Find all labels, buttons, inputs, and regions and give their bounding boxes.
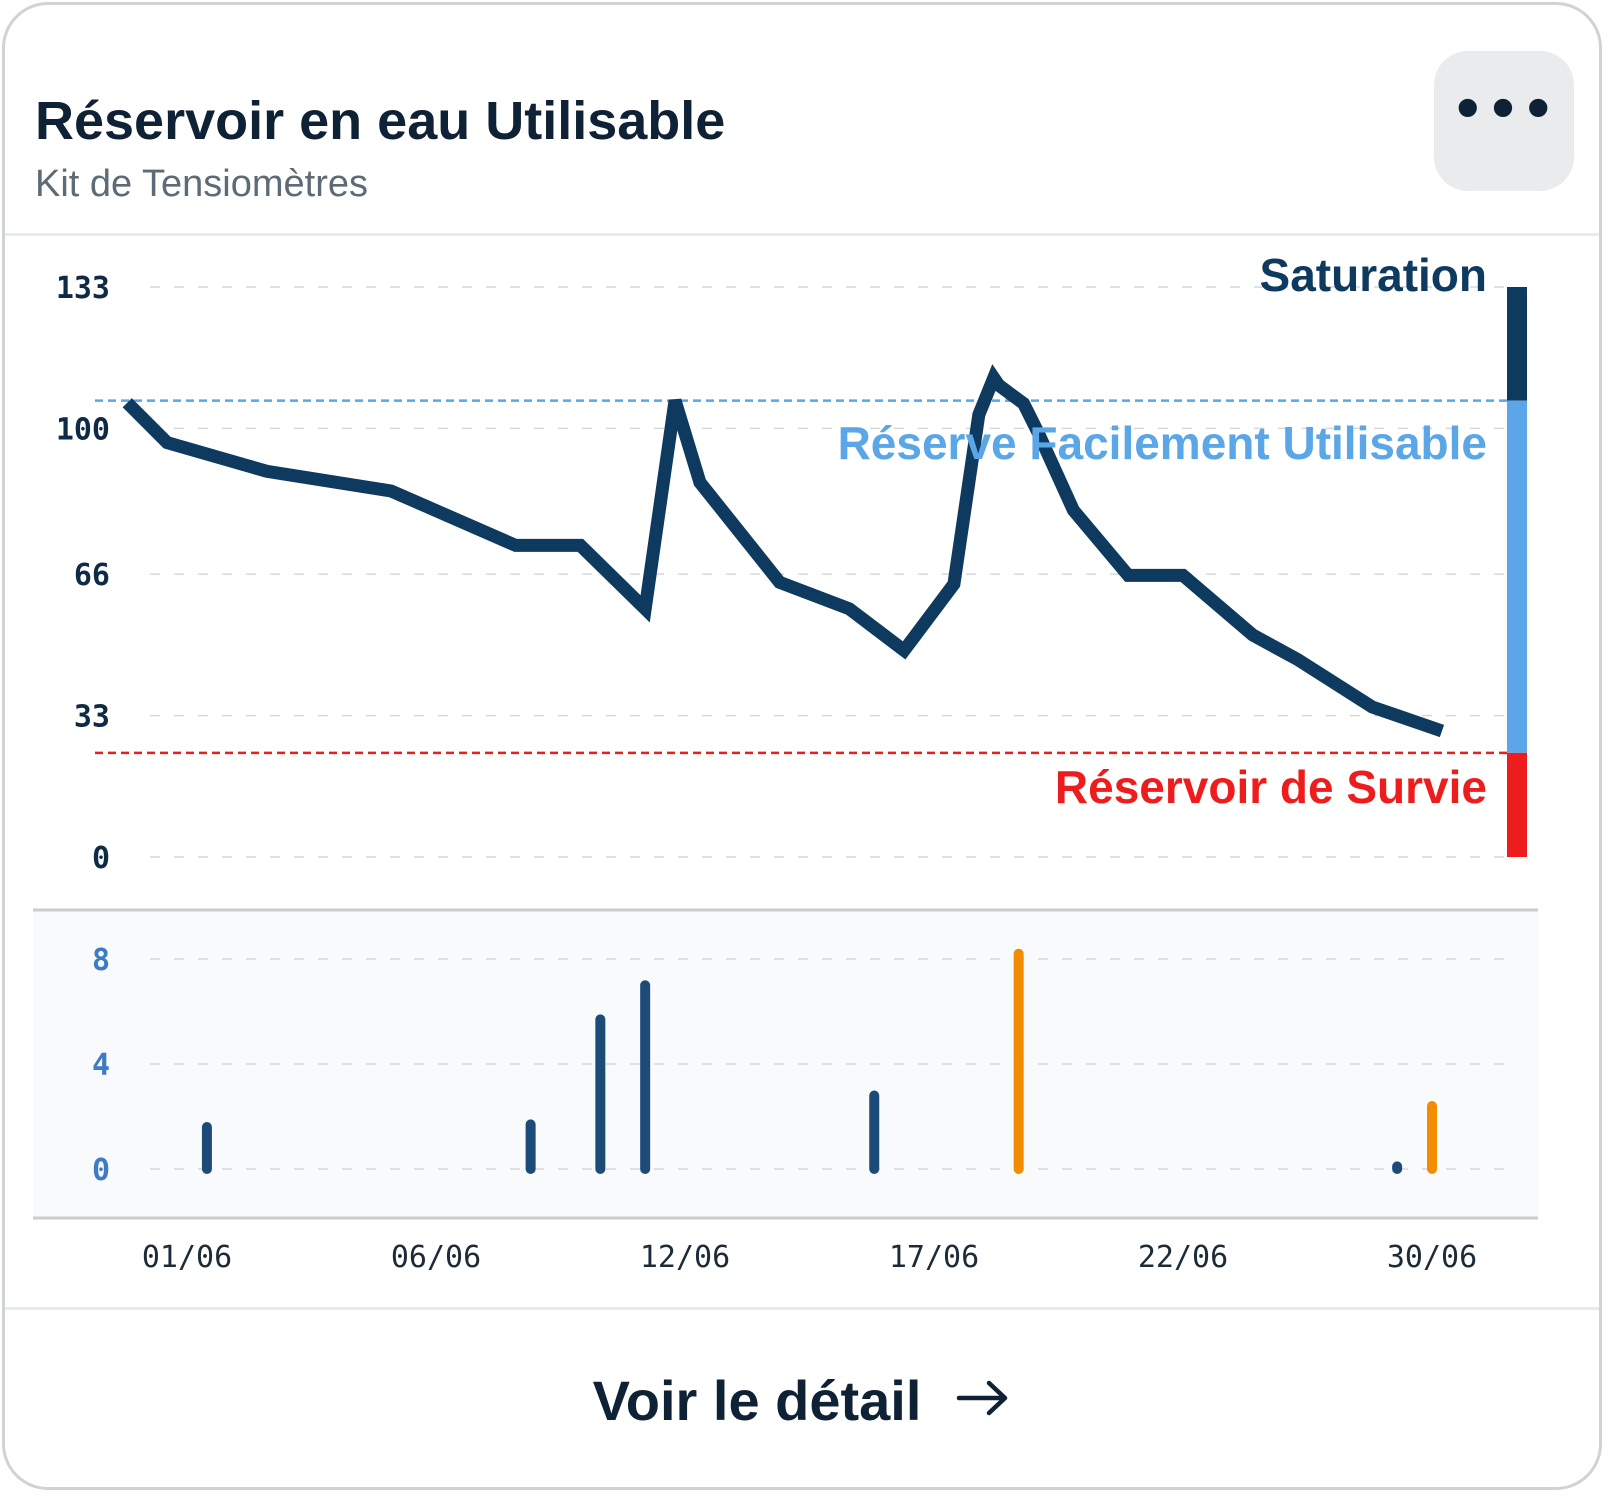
- line-y-tick-label: 33: [74, 700, 110, 735]
- reserve-line-series: [122, 364, 1445, 738]
- zone-label: Réserve Facilement Utilisable: [838, 417, 1487, 469]
- line-y-tick-label: 66: [74, 558, 110, 593]
- arrow-right-icon: [955, 1378, 1011, 1423]
- card-title: Réservoir en eau Utilisable: [35, 91, 726, 151]
- x-tick-label: 12/06: [640, 1240, 730, 1275]
- header-divider: [5, 233, 1599, 236]
- zone-indicator-bar: [1507, 287, 1527, 401]
- bar-panel-background: [33, 910, 1538, 1218]
- x-tick-label: 30/06: [1387, 1240, 1477, 1275]
- card-subtitle: Kit de Tensiomètres: [35, 163, 369, 205]
- view-detail-label: Voir le détail: [592, 1368, 922, 1432]
- bar-y-tick-label: 8: [92, 943, 110, 978]
- footer-divider: [5, 1307, 1599, 1310]
- zone-indicator-bar: [1507, 752, 1527, 857]
- water-reserve-chart: 133 100 66 33 0 8 4 0 Saturation Réserve Facileme…: [33, 249, 1538, 1275]
- zone-indicator-bar: [1507, 400, 1527, 753]
- zone-label: Réservoir de Survie: [1055, 761, 1487, 813]
- view-detail-link[interactable]: Voir le détail: [5, 1345, 1599, 1455]
- bar-y-tick-label: 4: [92, 1048, 110, 1083]
- line-y-tick-label: 100: [56, 412, 110, 447]
- x-tick-label: 17/06: [889, 1240, 979, 1275]
- zone-label: Saturation: [1260, 249, 1487, 301]
- line-y-tick-label: 133: [56, 271, 110, 306]
- bar-y-tick-label: 0: [92, 1153, 110, 1188]
- x-tick-label: 01/06: [142, 1240, 232, 1275]
- more-options-button[interactable]: •••: [1434, 51, 1574, 191]
- x-tick-label: 06/06: [391, 1240, 481, 1275]
- x-tick-label: 22/06: [1138, 1240, 1228, 1275]
- more-horizontal-icon: •••: [1451, 80, 1557, 140]
- line-y-tick-label: 0: [92, 841, 110, 876]
